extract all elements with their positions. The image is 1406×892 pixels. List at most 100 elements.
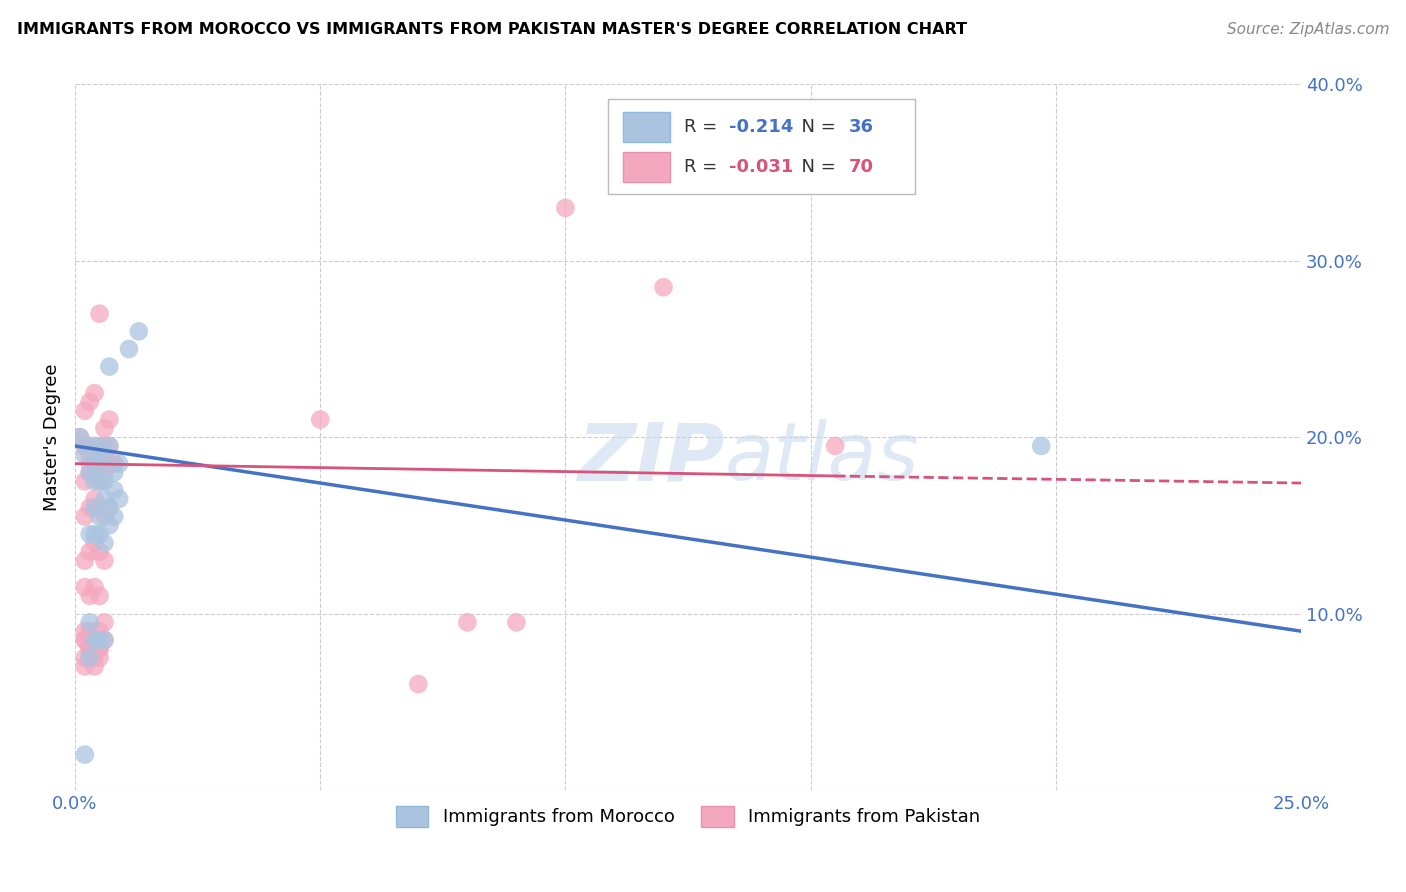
Point <box>93 509 115 524</box>
Point <box>79 545 101 559</box>
Point <box>98 518 121 533</box>
Point <box>93 536 115 550</box>
Point <box>73 475 96 489</box>
Point <box>103 466 125 480</box>
Point <box>103 457 125 471</box>
Point <box>89 589 111 603</box>
Point <box>79 439 101 453</box>
Point <box>79 624 101 639</box>
Point <box>93 491 115 506</box>
Point <box>89 457 111 471</box>
Point <box>89 475 111 489</box>
Point <box>118 342 141 356</box>
Point <box>89 457 111 471</box>
Point <box>505 615 527 630</box>
Point <box>79 641 101 656</box>
Point <box>83 650 105 665</box>
Point <box>83 457 105 471</box>
Point <box>93 457 115 471</box>
Point <box>83 491 105 506</box>
Point <box>89 439 111 453</box>
Point <box>83 500 105 515</box>
Point <box>73 632 96 647</box>
Y-axis label: Master's Degree: Master's Degree <box>44 363 60 511</box>
Point <box>79 589 101 603</box>
Point <box>108 457 131 471</box>
Point <box>73 624 96 639</box>
Text: ZIP: ZIP <box>578 419 725 498</box>
Point <box>79 650 101 665</box>
Point <box>98 457 121 471</box>
Point <box>79 466 101 480</box>
Point <box>73 650 96 665</box>
Point <box>73 448 96 462</box>
Point <box>89 650 111 665</box>
Point <box>79 527 101 541</box>
Point <box>93 421 115 435</box>
Point <box>69 430 91 444</box>
FancyBboxPatch shape <box>609 98 915 194</box>
Point <box>83 386 105 401</box>
Point <box>73 747 96 762</box>
Point <box>554 201 576 215</box>
Point <box>93 632 115 647</box>
Point <box>69 430 91 444</box>
Text: R =: R = <box>685 158 724 176</box>
Point <box>83 466 105 480</box>
Point <box>309 412 332 426</box>
Point <box>408 677 430 691</box>
Point <box>98 457 121 471</box>
FancyBboxPatch shape <box>623 153 669 182</box>
Point <box>83 659 105 673</box>
Point <box>79 641 101 656</box>
Point <box>73 554 96 568</box>
Point <box>108 491 131 506</box>
Point <box>83 641 105 656</box>
Point <box>79 457 101 471</box>
Legend: Immigrants from Morocco, Immigrants from Pakistan: Immigrants from Morocco, Immigrants from… <box>388 798 988 834</box>
Point <box>93 632 115 647</box>
Point <box>98 439 121 453</box>
Point <box>128 324 150 338</box>
Point <box>73 403 96 417</box>
Point <box>83 536 105 550</box>
Point <box>89 641 111 656</box>
Point <box>89 632 111 647</box>
Point <box>98 500 121 515</box>
Point <box>73 509 96 524</box>
Point <box>93 439 115 453</box>
Point <box>103 509 125 524</box>
Point <box>79 500 101 515</box>
Point <box>73 580 96 594</box>
Point <box>83 439 105 453</box>
Point <box>98 412 121 426</box>
Point <box>79 395 101 409</box>
Text: N =: N = <box>790 158 841 176</box>
Point <box>73 439 96 453</box>
Point <box>93 448 115 462</box>
Point <box>1031 439 1053 453</box>
Point <box>79 615 101 630</box>
Point <box>83 457 105 471</box>
Point <box>93 615 115 630</box>
Text: Source: ZipAtlas.com: Source: ZipAtlas.com <box>1226 22 1389 37</box>
Text: -0.214: -0.214 <box>728 118 793 136</box>
Point <box>89 545 111 559</box>
Point <box>93 554 115 568</box>
Point <box>83 632 105 647</box>
Point <box>89 624 111 639</box>
Text: IMMIGRANTS FROM MOROCCO VS IMMIGRANTS FROM PAKISTAN MASTER'S DEGREE CORRELATION : IMMIGRANTS FROM MOROCCO VS IMMIGRANTS FR… <box>17 22 967 37</box>
Point <box>98 439 121 453</box>
Point <box>456 615 478 630</box>
Point <box>83 632 105 647</box>
Point <box>79 466 101 480</box>
Point <box>83 475 105 489</box>
Text: 70: 70 <box>849 158 873 176</box>
Point <box>89 641 111 656</box>
Text: 36: 36 <box>849 118 873 136</box>
FancyBboxPatch shape <box>623 112 669 142</box>
Point <box>79 641 101 656</box>
Point <box>73 632 96 647</box>
Point <box>824 439 846 453</box>
Point <box>83 527 105 541</box>
